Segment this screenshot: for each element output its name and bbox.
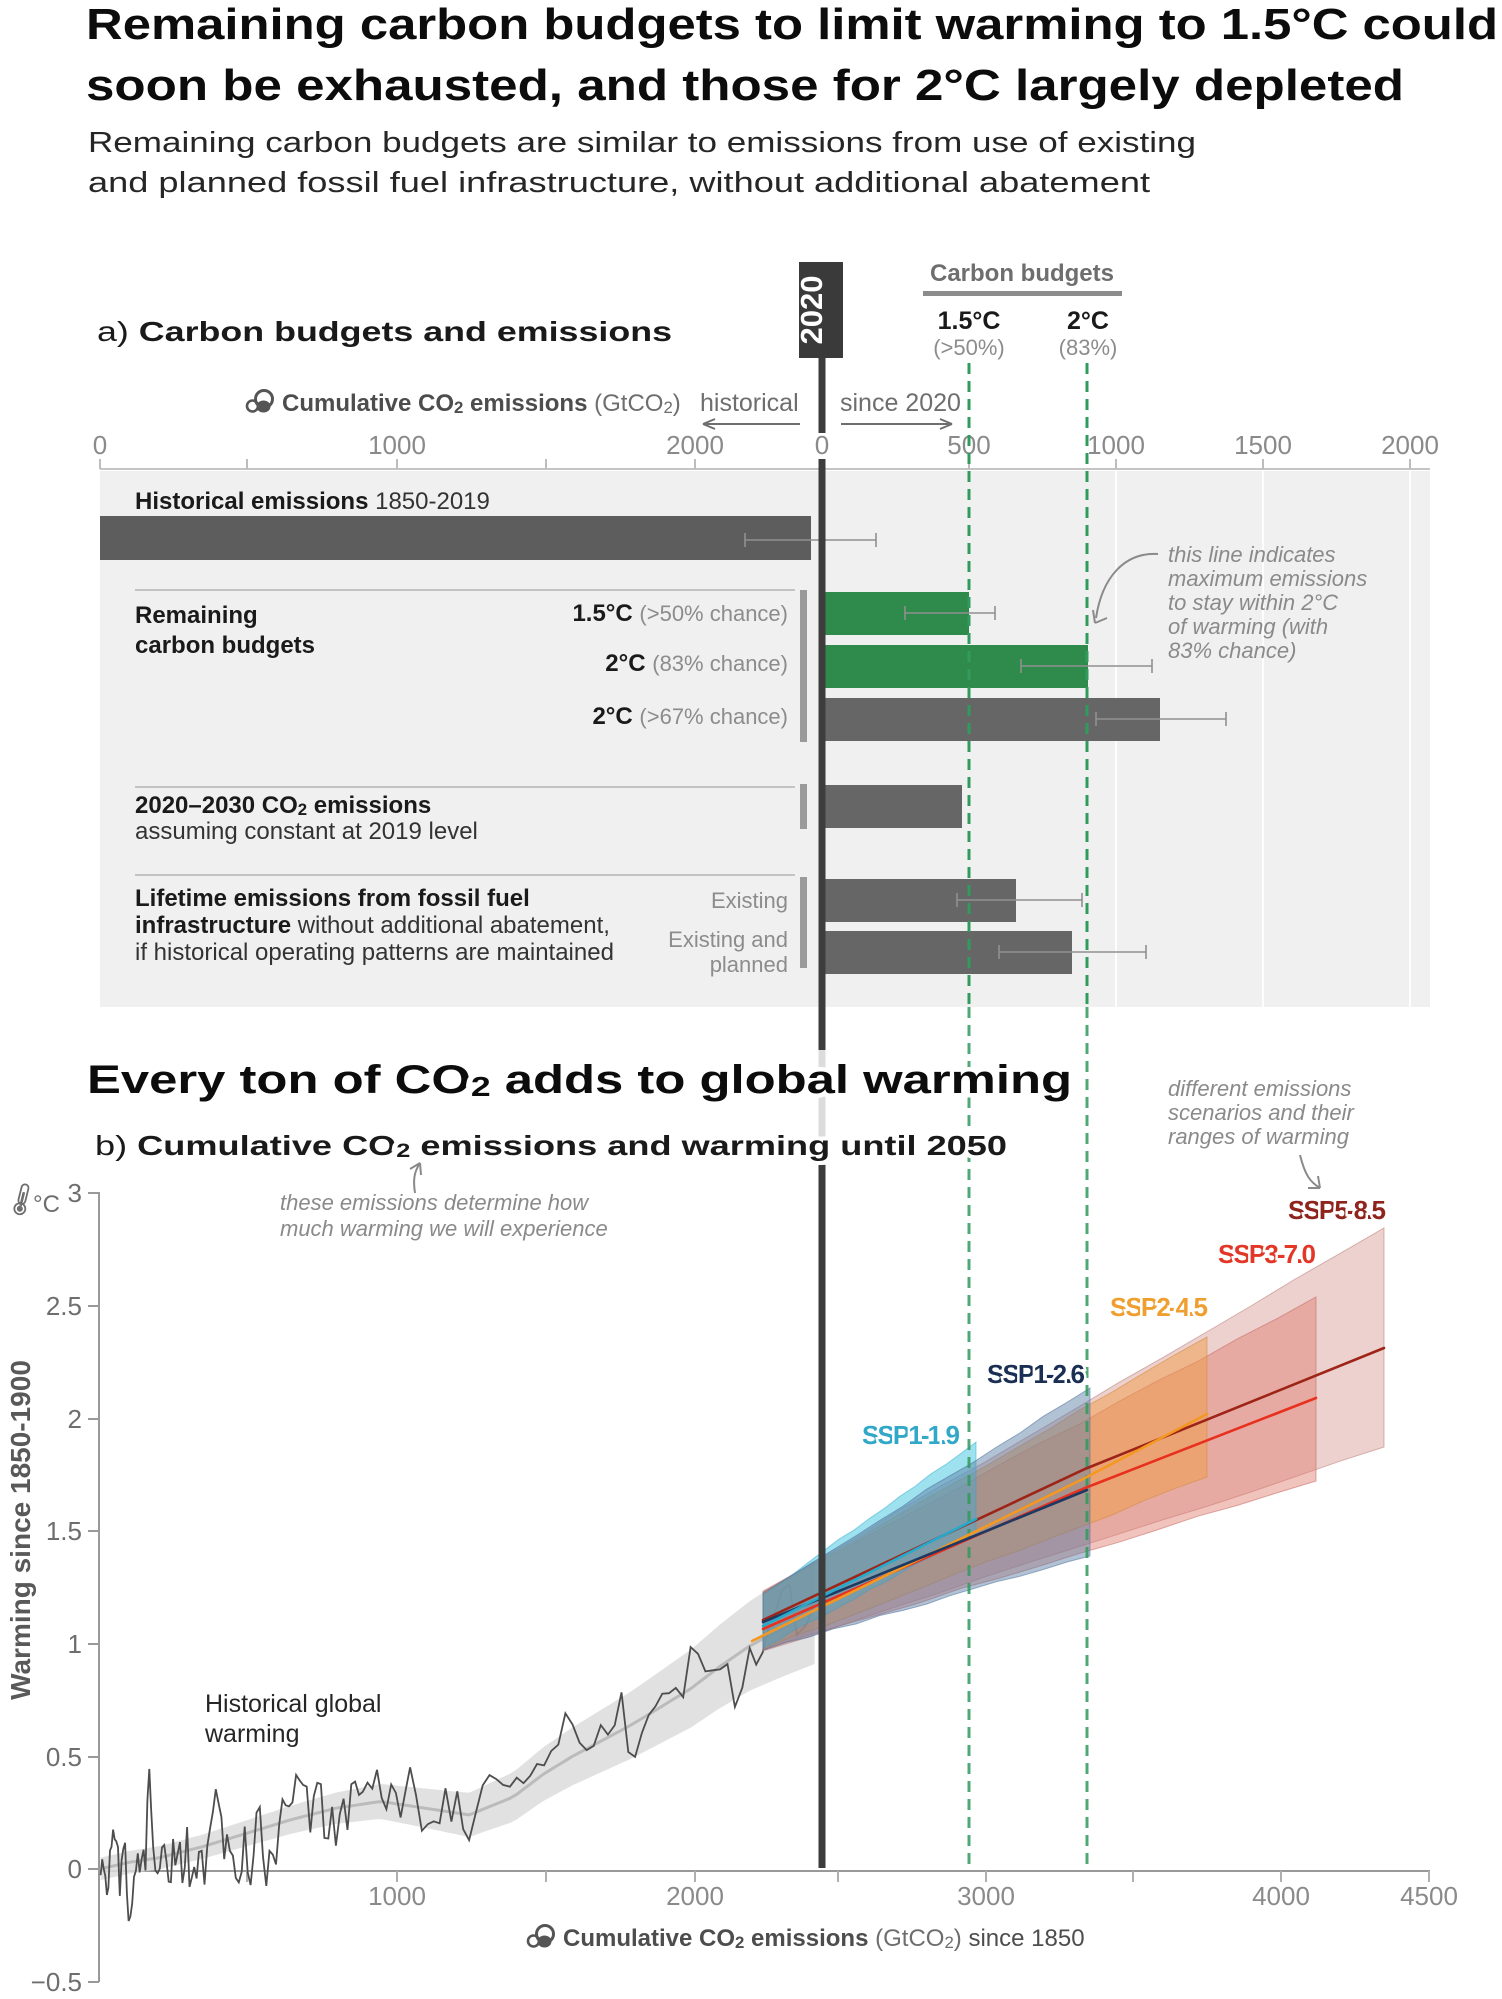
svg-text:3: 3: [68, 1178, 82, 1208]
svg-text:and planned fossil fuel infras: and planned fossil fuel infrastructure, …: [88, 167, 1150, 199]
svg-text:(83%): (83%): [1059, 335, 1118, 360]
svg-text:maximum emissions: maximum emissions: [1168, 566, 1367, 591]
svg-text:2: 2: [68, 1404, 82, 1434]
svg-text:2000: 2000: [666, 430, 724, 460]
svg-text:a) Carbon budgets and emission: a) Carbon budgets and emissions: [97, 316, 672, 347]
svg-text:Every ton of CO2 adds to globa: Every ton of CO 2 adds to global warming: [87, 1058, 1072, 1102]
svg-text:Remaining: Remaining: [135, 602, 258, 629]
svg-text:Cumulative CO2 emissions (GtCO: Cumulative CO2 emissions (GtCO2): [282, 390, 681, 417]
svg-text:infrastructure without additio: infrastructure without additional abatem…: [135, 912, 610, 939]
svg-text:0: 0: [68, 1854, 82, 1884]
svg-text:SSP5-8.5: SSP5-8.5: [1288, 1195, 1386, 1225]
svg-text:3000: 3000: [957, 1881, 1015, 1911]
svg-text:Warming since 1850-1900: Warming since 1850-1900: [5, 1360, 36, 1700]
svg-text:historical: historical: [700, 389, 799, 417]
svg-text:if historical operating patter: if historical operating patterns are mai…: [135, 939, 614, 966]
svg-text:scenarios and their: scenarios and their: [1168, 1100, 1356, 1125]
svg-text:much warming we will experienc: much warming we will experience: [280, 1216, 608, 1241]
svg-text:0: 0: [815, 430, 829, 460]
svg-text:Remaining carbon budgets to li: Remaining carbon budgets to limit warmin…: [86, 0, 1498, 49]
svg-text:83% chance): 83% chance): [1168, 638, 1296, 663]
svg-text:different emissions: different emissions: [1168, 1076, 1351, 1101]
svg-text:Lifetime emissions from fossil: Lifetime emissions from fossil fuel: [135, 885, 530, 912]
svg-text:2°C (83% chance): 2°C (83% chance): [605, 650, 788, 677]
svg-text:0.5: 0.5: [46, 1742, 82, 1772]
svg-text:Historical global: Historical global: [205, 1690, 381, 1718]
svg-text:carbon budgets: carbon budgets: [135, 632, 315, 659]
svg-text:1000: 1000: [368, 1881, 426, 1911]
svg-text:2000: 2000: [1381, 430, 1439, 460]
svg-text:Carbon budgets: Carbon budgets: [930, 260, 1114, 287]
svg-text:assuming constant at 2019 leve: assuming constant at 2019 level: [135, 818, 478, 845]
svg-text:1000: 1000: [1087, 430, 1145, 460]
svg-text:−0.5: −0.5: [31, 1967, 82, 1997]
svg-text:2020: 2020: [794, 276, 829, 345]
svg-text:Existing: Existing: [711, 888, 788, 913]
svg-text:this line indicates: this line indicates: [1168, 542, 1336, 567]
svg-text:4000: 4000: [1252, 1881, 1310, 1911]
svg-text:Existing and: Existing and: [668, 927, 788, 952]
svg-text:warming: warming: [204, 1720, 299, 1748]
svg-text:1.5°C: 1.5°C: [938, 307, 1001, 335]
svg-text:these emissions determine how: these emissions determine how: [280, 1190, 590, 1215]
svg-text:SSP1-1.9: SSP1-1.9: [862, 1420, 960, 1450]
svg-text:1.5: 1.5: [46, 1516, 82, 1546]
svg-text:1500: 1500: [1234, 430, 1292, 460]
svg-text:ranges of warming: ranges of warming: [1168, 1124, 1350, 1149]
svg-text:since 2020: since 2020: [840, 389, 961, 417]
svg-text:(>50%): (>50%): [933, 335, 1005, 360]
svg-text:°C: °C: [33, 1191, 60, 1218]
svg-text:1: 1: [68, 1629, 82, 1659]
svg-text:SSP2-4.5: SSP2-4.5: [1110, 1292, 1208, 1322]
svg-text:Historical emissions 1850-2019: Historical emissions 1850-2019: [135, 488, 490, 515]
svg-text:planned: planned: [710, 952, 788, 977]
svg-text:1.5°C (>50% chance): 1.5°C (>50% chance): [572, 600, 788, 627]
svg-text:2000: 2000: [666, 1881, 724, 1911]
svg-text:1000: 1000: [368, 430, 426, 460]
svg-text:SSP1-2.6: SSP1-2.6: [987, 1359, 1085, 1389]
svg-text:0: 0: [93, 430, 107, 460]
svg-text:Cumulative CO2 emissions (GtCO: Cumulative CO2 emissions (GtCO2) since 1…: [563, 1925, 1085, 1952]
svg-text:2020–2030 CO2 emissions: 2020–2030 CO2 emissions: [135, 792, 431, 819]
svg-text:SSP3-7.0: SSP3-7.0: [1218, 1239, 1316, 1269]
svg-text:of warming (with: of warming (with: [1168, 614, 1328, 639]
svg-text:to stay within 2°C: to stay within 2°C: [1168, 590, 1338, 615]
svg-text:soon be exhausted, and those f: soon be exhausted, and those for 2°C lar…: [86, 61, 1404, 110]
svg-text:Remaining carbon budgets are s: Remaining carbon budgets are similar to …: [88, 127, 1196, 159]
svg-text:2.5: 2.5: [46, 1291, 82, 1321]
svg-text:4500: 4500: [1400, 1881, 1458, 1911]
svg-text:b) Cumulative CO2 emissions an: b) Cumulative CO 2 emissions and warming …: [95, 1130, 1007, 1162]
svg-text:2°C: 2°C: [1067, 307, 1109, 335]
svg-text:2°C (>67% chance): 2°C (>67% chance): [592, 703, 788, 730]
